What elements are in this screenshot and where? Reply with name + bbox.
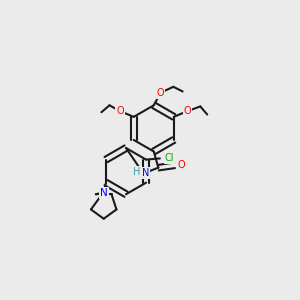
Text: Cl: Cl	[164, 153, 174, 164]
Text: O: O	[116, 106, 124, 116]
Text: N: N	[142, 168, 149, 178]
Text: N: N	[100, 188, 108, 198]
Text: O: O	[184, 106, 191, 116]
Text: O: O	[157, 88, 164, 98]
Text: O: O	[177, 160, 185, 170]
Text: H: H	[133, 167, 141, 177]
